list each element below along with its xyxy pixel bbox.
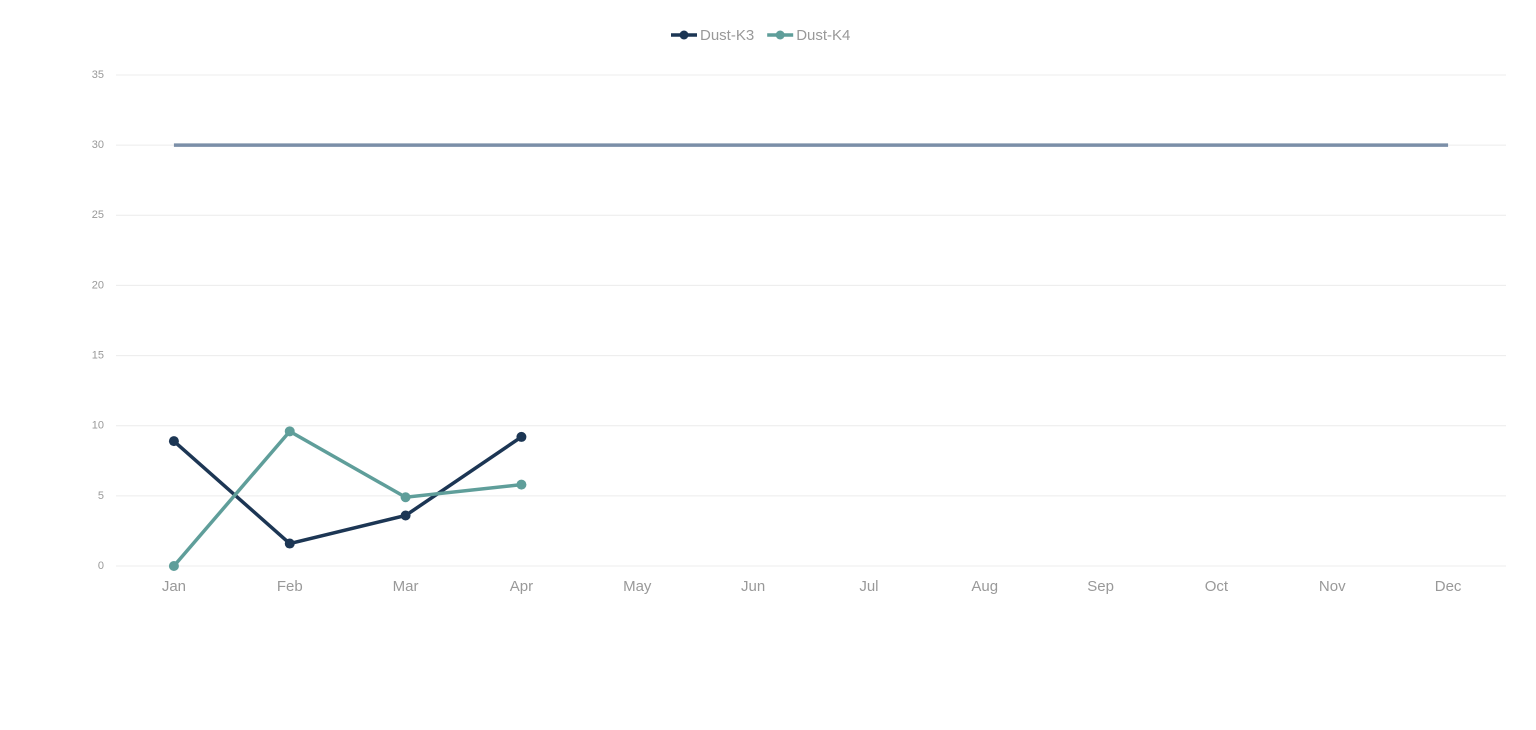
y-tick-label: 5 <box>98 490 104 502</box>
x-tick-label: Jun <box>741 578 765 595</box>
x-tick-label: Mar <box>393 578 419 595</box>
x-tick-label: Nov <box>1319 578 1346 595</box>
data-point <box>516 479 527 490</box>
x-tick-label: Oct <box>1205 578 1229 595</box>
legend-label: Dust-K3 <box>700 27 754 44</box>
y-tick-label: 20 <box>92 279 104 291</box>
legend-label: Dust-K4 <box>796 27 850 44</box>
data-point <box>400 510 411 521</box>
x-tick-label: Jul <box>859 578 878 595</box>
y-tick-label: 25 <box>92 209 104 221</box>
data-point <box>284 426 295 437</box>
x-tick-label: Aug <box>971 578 998 595</box>
y-tick-label: 35 <box>92 69 104 81</box>
data-point <box>284 538 295 549</box>
x-tick-label: Jan <box>162 578 186 595</box>
series-line <box>172 435 523 546</box>
data-point <box>168 561 179 571</box>
x-tick-label: Feb <box>277 578 303 595</box>
y-tick-label: 15 <box>92 349 104 361</box>
series-line <box>172 429 522 568</box>
legend-marker <box>679 30 689 40</box>
y-tick-label: 0 <box>98 560 104 572</box>
y-tick-label: 30 <box>92 139 104 151</box>
data-point <box>168 436 179 447</box>
legend-marker <box>775 30 785 40</box>
data-point <box>400 492 411 503</box>
data-point <box>516 431 527 442</box>
x-tick-label: May <box>623 578 652 595</box>
x-tick-label: Apr <box>510 578 533 595</box>
y-tick-label: 10 <box>92 420 104 432</box>
x-tick-label: Sep <box>1087 578 1114 595</box>
x-tick-label: Dec <box>1435 578 1462 595</box>
